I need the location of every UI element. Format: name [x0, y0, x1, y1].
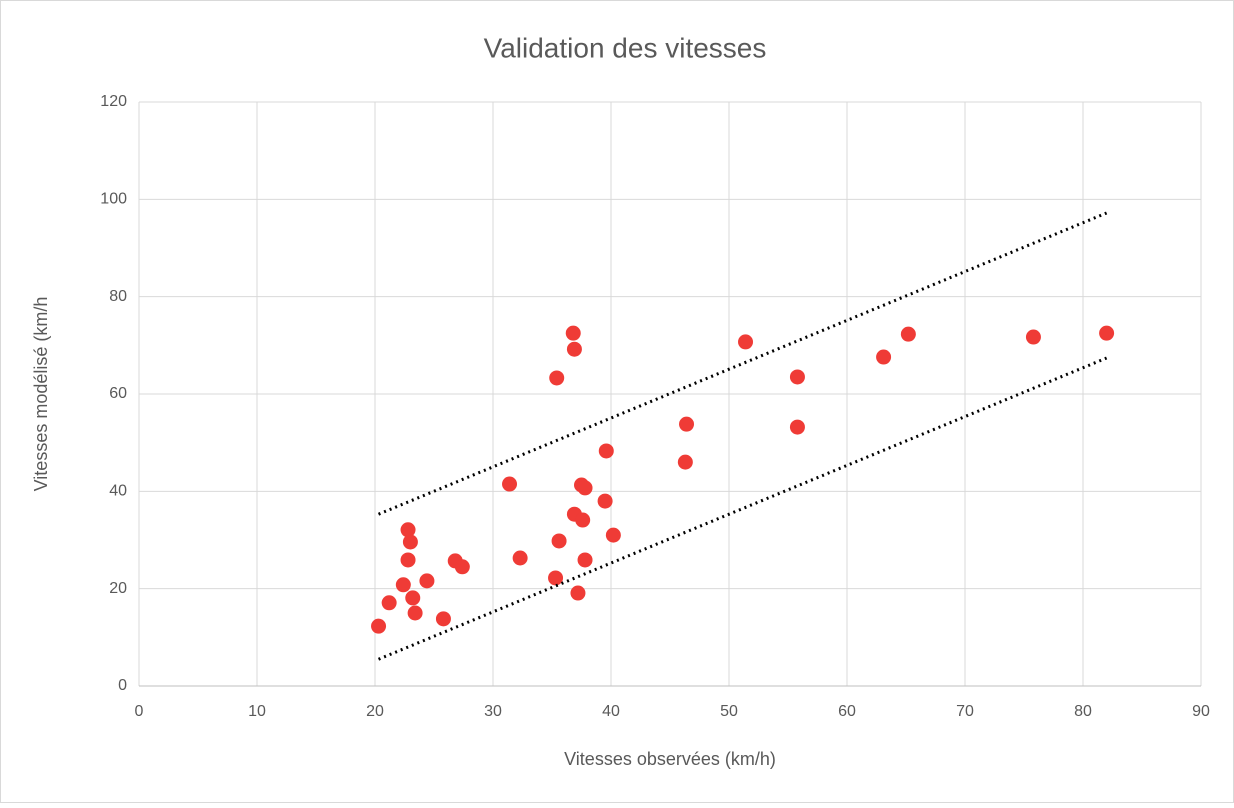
chart-title: Validation des vitesses [484, 32, 767, 63]
data-point [679, 416, 695, 432]
data-point [551, 533, 567, 549]
y-tick-label: 100 [100, 191, 127, 208]
y-tick-label: 80 [109, 288, 127, 305]
x-tick-label: 30 [484, 703, 502, 720]
data-point [1025, 329, 1041, 345]
data-point [407, 605, 423, 621]
y-tick-label: 20 [109, 580, 127, 597]
data-point [789, 419, 805, 435]
data-point [570, 585, 586, 601]
y-tick-label: 0 [118, 677, 127, 694]
data-point [454, 559, 470, 575]
data-point [381, 595, 397, 611]
y-tick-label: 120 [100, 93, 127, 110]
x-tick-label: 20 [366, 703, 384, 720]
data-point [577, 552, 593, 568]
data-point [577, 480, 593, 496]
x-tick-label: 50 [720, 703, 738, 720]
x-tick-label: 90 [1192, 703, 1210, 720]
data-point [900, 326, 916, 342]
data-point [419, 573, 435, 589]
data-point [400, 552, 416, 568]
y-tick-label: 60 [109, 385, 127, 402]
x-tick-label: 40 [602, 703, 620, 720]
data-point [598, 443, 614, 459]
data-point [512, 550, 528, 566]
data-point [677, 454, 693, 470]
x-tick-label: 80 [1074, 703, 1092, 720]
data-point [548, 570, 564, 586]
data-point [549, 370, 565, 386]
data-point [738, 334, 754, 350]
y-axis-title: Vitesses modélisé (km/h [31, 297, 51, 492]
x-tick-label: 60 [838, 703, 856, 720]
data-point [597, 493, 613, 509]
data-point [402, 534, 418, 550]
data-point [371, 618, 387, 634]
data-point [565, 325, 581, 341]
data-point [575, 512, 591, 528]
data-point [502, 476, 518, 492]
data-point [400, 522, 416, 538]
data-point [395, 577, 411, 593]
x-axis-title: Vitesses observées (km/h) [564, 749, 776, 769]
data-point [1099, 325, 1115, 341]
data-point [405, 590, 421, 606]
y-tick-label: 40 [109, 483, 127, 500]
data-point [435, 611, 451, 627]
x-tick-label: 0 [135, 703, 144, 720]
data-point [566, 341, 582, 357]
data-point [876, 349, 892, 365]
x-tick-label: 10 [248, 703, 266, 720]
data-point [789, 369, 805, 385]
data-point [605, 527, 621, 543]
x-tick-label: 70 [956, 703, 974, 720]
